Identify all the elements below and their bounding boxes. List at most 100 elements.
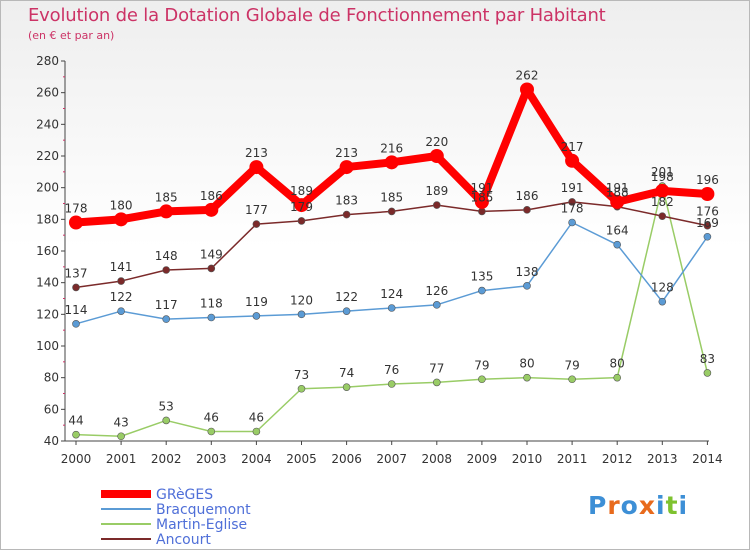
data-label: 189 [425, 184, 448, 198]
data-point [159, 204, 174, 219]
data-point [703, 232, 712, 241]
data-point [117, 307, 125, 315]
data-point [700, 187, 715, 201]
data-point [478, 207, 486, 216]
logo-letter: P [588, 491, 608, 520]
data-label: 77 [429, 361, 444, 375]
data-label: 79 [474, 358, 489, 372]
data-label: 180 [110, 198, 133, 212]
data-point [162, 266, 170, 274]
legend-label: GRèGES [156, 487, 213, 503]
data-label: 220 [425, 135, 448, 149]
data-point [114, 212, 129, 227]
data-point [384, 155, 399, 170]
data-label: 213 [245, 146, 268, 160]
data-label: 80 [610, 357, 625, 371]
data-label: 120 [290, 293, 313, 307]
data-label: 186 [516, 189, 539, 203]
data-point [658, 297, 667, 306]
x-tick-label: 2010 [512, 452, 543, 466]
data-point [703, 221, 712, 230]
data-label: 201 [651, 165, 674, 179]
data-point [297, 384, 306, 393]
data-label: 114 [65, 303, 88, 317]
data-point [342, 383, 351, 391]
data-point [565, 153, 580, 168]
y-tick-label: 120 [36, 307, 59, 321]
data-point [72, 283, 80, 292]
data-label: 80 [519, 357, 534, 371]
data-label: 76 [384, 363, 399, 377]
data-point [297, 310, 306, 319]
data-label: 119 [245, 295, 268, 309]
data-label: 118 [200, 297, 223, 311]
data-label: 185 [470, 190, 493, 204]
data-point [474, 194, 489, 209]
data-label: 135 [470, 270, 493, 284]
data-label: 122 [110, 290, 133, 304]
data-label: 178 [65, 202, 88, 216]
data-label: 53 [159, 399, 174, 413]
x-tick-label: 2002 [151, 452, 182, 466]
data-label: 176 [696, 205, 719, 219]
logo-letter: i [656, 491, 666, 520]
data-point [387, 207, 396, 216]
data-label: 44 [68, 414, 83, 428]
x-tick-label: 2005 [286, 452, 317, 466]
y-tick-label: 100 [36, 339, 59, 353]
data-label: 149 [200, 247, 223, 261]
data-point [568, 198, 576, 206]
data-label: 213 [335, 146, 358, 160]
y-tick-label: 220 [36, 149, 59, 163]
data-point [568, 218, 576, 227]
data-point [294, 198, 309, 213]
x-tick-label: 2011 [557, 452, 588, 466]
data-point [703, 369, 712, 377]
data-point [432, 378, 441, 387]
data-point [207, 264, 216, 273]
x-tick-label: 2003 [196, 452, 227, 466]
data-label: 141 [110, 260, 133, 274]
data-point [72, 430, 80, 439]
data-label: 148 [155, 249, 178, 263]
data-label: 137 [65, 266, 88, 280]
data-point [610, 194, 625, 209]
data-label: 46 [204, 411, 219, 425]
y-tick-label: 160 [36, 244, 59, 258]
data-point [523, 373, 531, 382]
x-tick-label: 2004 [241, 452, 272, 466]
data-point [249, 160, 264, 175]
data-label: 217 [561, 140, 584, 154]
data-label: 185 [155, 190, 178, 204]
data-point [478, 375, 486, 384]
data-point [204, 202, 219, 217]
y-tick-label: 80 [44, 371, 59, 385]
x-tick-label: 2012 [602, 452, 633, 466]
data-label: 189 [290, 184, 313, 198]
data-label: 138 [516, 265, 539, 279]
data-label: 128 [651, 281, 674, 295]
x-tick-label: 2000 [61, 452, 92, 466]
data-point [655, 183, 670, 198]
chart-title: Evolution de la Dotation Globale de Fonc… [28, 5, 606, 26]
y-tick-label: 260 [36, 86, 59, 100]
data-point [568, 375, 576, 384]
data-point [207, 427, 216, 436]
data-point [252, 220, 261, 228]
data-label: 191 [606, 181, 629, 195]
data-point [613, 373, 622, 382]
data-label: 73 [294, 368, 309, 382]
data-point [252, 312, 261, 320]
data-point [342, 307, 351, 315]
logo-letter: x [638, 491, 656, 520]
data-point [297, 217, 306, 225]
data-label: 179 [290, 200, 313, 214]
x-tick-label: 2001 [106, 452, 137, 466]
data-point [387, 380, 396, 388]
data-label: 164 [606, 224, 629, 238]
y-tick-label: 40 [44, 434, 59, 448]
data-point [252, 427, 261, 436]
data-label: 191 [470, 181, 493, 195]
